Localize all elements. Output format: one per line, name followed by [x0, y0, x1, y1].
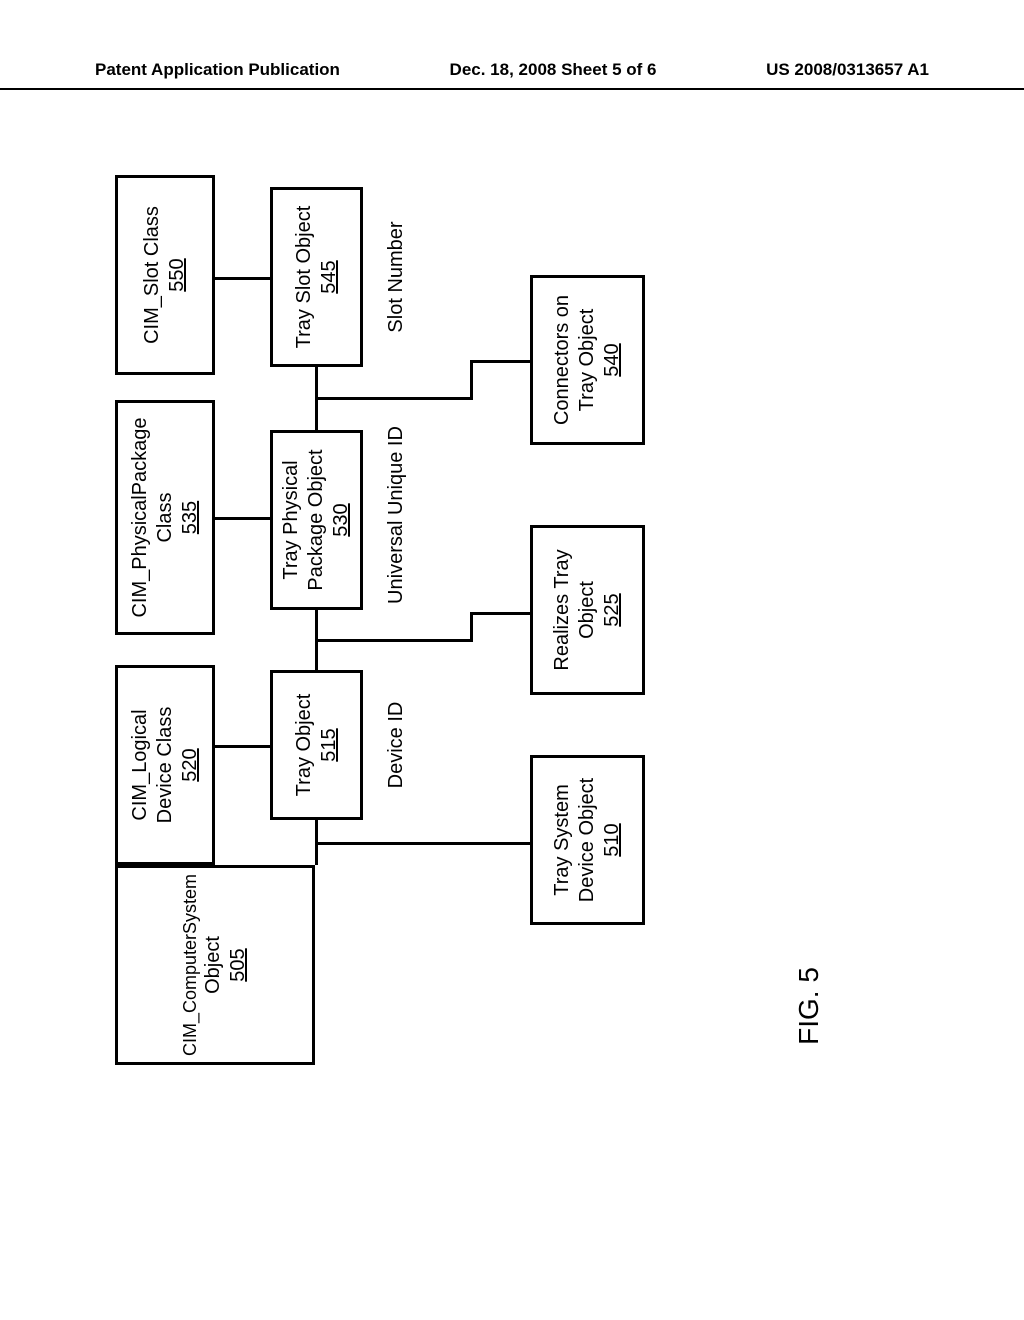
attr-530: Universal Unique ID [385, 410, 408, 620]
box-510-line1: Tray System [550, 784, 575, 896]
line-535-530 [215, 517, 270, 520]
box-535-ref: 535 [178, 501, 203, 534]
box-545-line1: Tray Slot Object [292, 206, 317, 349]
line-550-545 [215, 277, 270, 280]
box-510-line2: Device Object [575, 778, 600, 903]
box-515-ref: 515 [317, 728, 342, 761]
box-545: Tray Slot Object 545 [270, 187, 363, 367]
box-520-ref: 520 [178, 748, 203, 781]
box-530-ref: 530 [329, 503, 354, 536]
box-515: Tray Object 515 [270, 670, 363, 820]
box-505-line1: CIM_ComputerSystem [179, 874, 202, 1056]
box-510: Tray System Device Object 510 [530, 755, 645, 925]
line-mid-525v [315, 639, 470, 642]
header-right: US 2008/0313657 A1 [766, 60, 929, 80]
box-515-line1: Tray Object [292, 694, 317, 797]
line-mid-525h [470, 612, 473, 642]
box-540-ref: 540 [600, 343, 625, 376]
box-505: CIM_ComputerSystem Object 505 [115, 865, 315, 1065]
box-535-line2: Class [153, 493, 178, 543]
box-545-ref: 545 [317, 260, 342, 293]
box-520-line2: Device Class [153, 707, 178, 824]
line-520-515 [215, 745, 270, 748]
line-mid-540v [315, 397, 470, 400]
box-530-line1: Tray Physical [279, 460, 304, 579]
box-505-ref: 505 [226, 948, 251, 981]
page-header: Patent Application Publication Dec. 18, … [0, 60, 1024, 90]
box-525: Realizes Tray Object 525 [530, 525, 645, 695]
box-510-ref: 510 [600, 823, 625, 856]
attr-515: Device ID [385, 670, 408, 820]
box-520: CIM_Logical Device Class 520 [115, 665, 215, 865]
header-center: Dec. 18, 2008 Sheet 5 of 6 [450, 60, 657, 80]
box-505-line2: Object [201, 936, 226, 994]
line-mid-525v2 [470, 612, 530, 615]
figure-label: FIG. 5 [793, 967, 825, 1045]
header-left: Patent Application Publication [95, 60, 340, 80]
attr-545: Slot Number [385, 187, 408, 367]
box-530: Tray Physical Package Object 530 [270, 430, 363, 610]
box-540-line2: Tray Object [575, 309, 600, 412]
box-550: CIM_Slot Class 550 [115, 175, 215, 375]
box-535-line1: CIM_PhysicalPackage [128, 417, 153, 617]
box-525-line2: Object [575, 581, 600, 639]
box-550-line1: CIM_Slot Class [140, 206, 165, 344]
line-mid-540h [470, 360, 473, 400]
box-535: CIM_PhysicalPackage Class 535 [115, 400, 215, 635]
box-525-ref: 525 [600, 593, 625, 626]
box-540-line1: Connectors on [550, 295, 575, 425]
box-540: Connectors on Tray Object 540 [530, 275, 645, 445]
box-530-line2: Package Object [304, 449, 329, 590]
line-mid-540v2 [470, 360, 530, 363]
line-505-510v [315, 842, 530, 845]
box-520-line1: CIM_Logical [128, 709, 153, 820]
box-525-line1: Realizes Tray [550, 549, 575, 670]
object-diagram: 500 CIM_Logical Device Class 520 CIM_Phy… [115, 195, 815, 845]
box-550-ref: 550 [165, 258, 190, 291]
